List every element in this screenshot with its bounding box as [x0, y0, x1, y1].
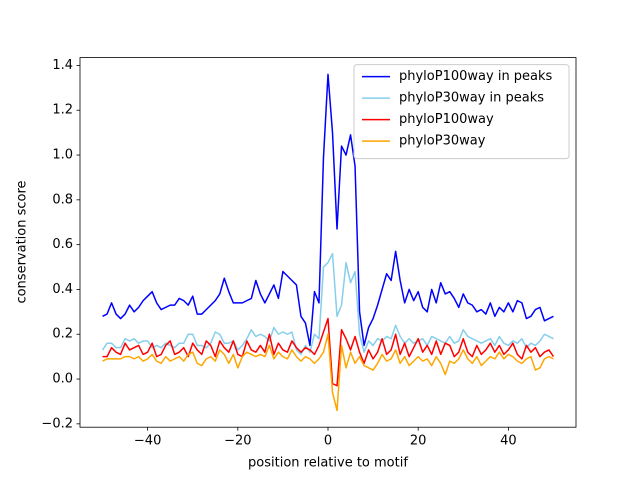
x-tick-label: 40	[500, 434, 517, 449]
y-tick-label: 1.0	[52, 148, 73, 163]
line-series	[102, 73, 554, 347]
legend-label: phyloP100way	[399, 112, 494, 127]
y-tick-label: 0.4	[52, 282, 73, 297]
y-tick-label: 1.2	[52, 103, 73, 118]
legend-label: phyloP30way	[399, 134, 486, 149]
legend-box	[353, 64, 570, 160]
line-series	[102, 333, 554, 412]
x-tick-label: −20	[224, 434, 251, 449]
y-tick-label: −0.2	[41, 416, 73, 431]
x-tick-label: 20	[410, 434, 427, 449]
axes-frame	[79, 57, 577, 428]
y-tick-label: 0.0	[52, 372, 73, 387]
y-tick-label: 1.4	[52, 58, 73, 73]
y-axis-label: conservation score	[15, 180, 30, 303]
line-series	[101, 252, 554, 356]
y-tick-label: 0.8	[52, 192, 73, 207]
y-tick-label: 0.6	[52, 237, 73, 252]
x-tick-label: 0	[324, 434, 332, 449]
legend-label: phyloP30way in peaks	[399, 91, 544, 106]
x-tick-label: −40	[134, 434, 161, 449]
x-axis-label: position relative to motif	[248, 456, 408, 471]
y-tick-label: 0.2	[52, 327, 73, 342]
legend-label: phyloP100way in peaks	[399, 69, 553, 84]
line-series	[102, 317, 555, 387]
